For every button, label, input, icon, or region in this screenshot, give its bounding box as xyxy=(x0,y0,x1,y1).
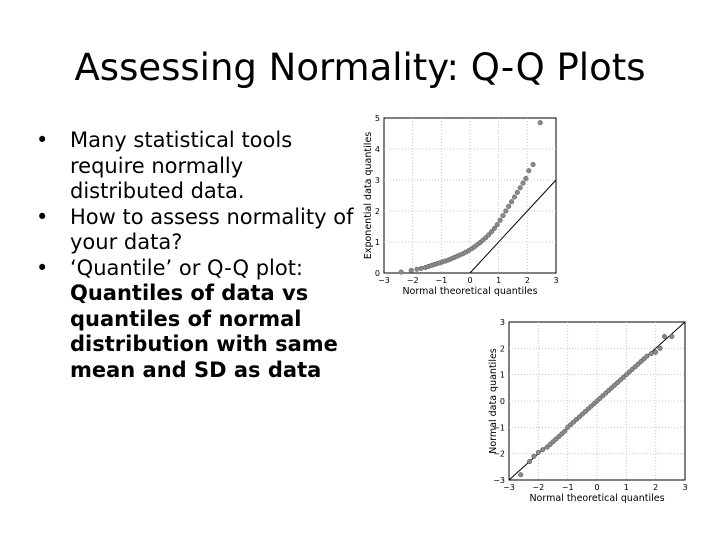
data-point xyxy=(408,267,414,274)
data-point xyxy=(535,449,541,455)
x-tick-label: 1 xyxy=(496,276,501,285)
data-point xyxy=(514,189,520,195)
x-tick-label: 2 xyxy=(653,483,658,492)
y-tick-label: 0 xyxy=(375,269,380,278)
data-point xyxy=(537,120,543,126)
y-tick-label: 2 xyxy=(375,207,380,216)
y-tick-label: 0 xyxy=(500,397,505,406)
x-tick-label: −1 xyxy=(435,276,447,285)
y-tick-label: −2 xyxy=(493,450,505,459)
data-point xyxy=(653,349,659,355)
x-tick-label: 3 xyxy=(682,483,687,492)
data-point xyxy=(523,175,529,181)
bullet-bold-text: Quantiles of data vs quantiles of normal… xyxy=(70,281,338,382)
data-point xyxy=(526,459,533,465)
normal-qq-plot: −3 −2 −1 0 1 2 3 −3 −2 −1 0 1 2 3 Normal theoretical q… xyxy=(488,318,688,504)
y-tick-label: −1 xyxy=(493,423,505,432)
data-point xyxy=(657,345,663,351)
data-point xyxy=(511,194,517,200)
data-point xyxy=(517,185,523,191)
y-tick-label: 4 xyxy=(375,145,380,154)
x-tick-label: −3 xyxy=(503,483,515,492)
x-tick-label: 1 xyxy=(624,483,629,492)
exponential-qq-plot: −3 −2 −1 0 1 2 3 0 1 2 3 4 5 Normal theoretical quant… xyxy=(363,114,559,297)
x-tick-label: −2 xyxy=(407,276,419,285)
data-point xyxy=(500,213,506,219)
y-tick-label: 3 xyxy=(500,318,505,327)
bullet-list: Many statistical tools require normally … xyxy=(36,128,362,383)
y-axis-label: Exponential data quantiles xyxy=(363,132,374,259)
data-point xyxy=(414,266,420,272)
bullet-item: How to assess normality of your data? xyxy=(36,205,362,256)
y-tick-label: −3 xyxy=(493,476,505,485)
x-tick-label: −1 xyxy=(562,483,574,492)
y-axis-label: Normal data quantiles xyxy=(488,348,499,454)
y-tick-label: 2 xyxy=(500,344,505,353)
bullet-text: ‘Quantile’ or Q-Q plot: xyxy=(70,255,304,280)
data-point xyxy=(494,222,500,228)
data-point xyxy=(506,203,512,209)
slide-title: Assessing Normality: Q-Q Plots xyxy=(74,46,646,89)
data-point xyxy=(661,333,668,340)
data-point xyxy=(491,225,497,231)
data-point xyxy=(486,232,492,238)
data-point xyxy=(669,333,675,340)
reference-line xyxy=(469,179,557,274)
bullet-text: How to assess normality of your data? xyxy=(70,204,354,255)
data-point xyxy=(520,180,526,186)
y-tick-label: 5 xyxy=(375,114,380,123)
x-tick-label: 0 xyxy=(467,276,472,285)
data-point xyxy=(531,453,537,459)
data-point xyxy=(518,472,524,478)
data-point xyxy=(497,217,503,223)
x-tick-label: 3 xyxy=(553,276,558,285)
bullet-item: Many statistical tools require normally … xyxy=(36,128,362,205)
y-tick-label: 1 xyxy=(375,238,380,247)
x-axis-label: Normal theoretical quantiles xyxy=(529,493,664,504)
bullet-item: ‘Quantile’ or Q-Q plot:Quantiles of data… xyxy=(36,256,362,384)
x-tick-label: −3 xyxy=(378,276,390,285)
y-tick-label: 1 xyxy=(500,371,505,380)
data-point xyxy=(526,168,532,174)
bullet-text: Many statistical tools require normally … xyxy=(70,128,293,203)
x-tick-label: 0 xyxy=(594,483,599,492)
y-tick-label: 3 xyxy=(375,176,380,185)
x-tick-label: 2 xyxy=(525,276,530,285)
data-point xyxy=(488,229,495,235)
data-point xyxy=(648,351,654,357)
data-point xyxy=(509,199,515,205)
data-point xyxy=(530,161,536,168)
x-tick-label: −2 xyxy=(532,483,544,492)
data-point xyxy=(644,353,650,359)
data-point xyxy=(398,269,404,275)
data-point xyxy=(540,447,546,453)
data-point xyxy=(503,208,509,214)
x-axis-label: Normal theoretical quantiles xyxy=(402,286,537,297)
data-point xyxy=(418,265,424,271)
data-point xyxy=(562,428,568,434)
